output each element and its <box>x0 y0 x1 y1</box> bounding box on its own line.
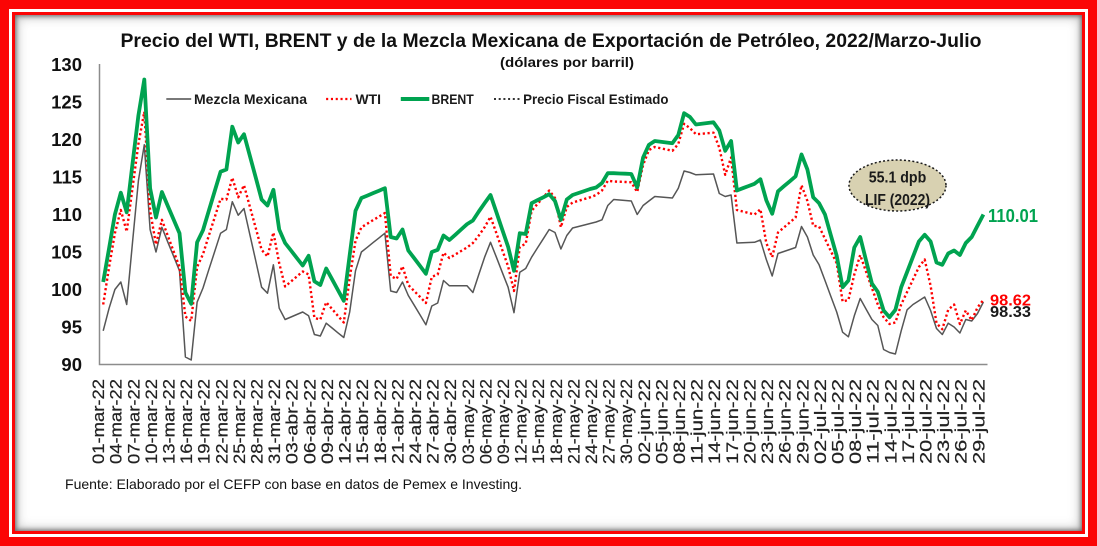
svg-text:02-jun-22: 02-jun-22 <box>636 379 654 464</box>
svg-text:27-may-22: 27-may-22 <box>601 379 619 464</box>
svg-text:Mezcla Mexicana: Mezcla Mexicana <box>194 92 307 107</box>
svg-text:12-abr-22: 12-abr-22 <box>337 379 355 464</box>
svg-text:06-may-22: 06-may-22 <box>477 379 495 464</box>
svg-text:130: 130 <box>51 54 82 75</box>
svg-text:09-may-22: 09-may-22 <box>495 379 513 464</box>
svg-text:23-jul-22: 23-jul-22 <box>935 379 953 464</box>
svg-text:13-mar-22: 13-mar-22 <box>160 379 178 464</box>
svg-text:04-mar-22: 04-mar-22 <box>108 379 126 464</box>
svg-text:100: 100 <box>51 279 82 300</box>
svg-text:11-jun-22: 11-jun-22 <box>689 379 707 464</box>
svg-text:22-mar-22: 22-mar-22 <box>213 379 231 464</box>
svg-text:17-jun-22: 17-jun-22 <box>724 379 742 464</box>
svg-text:21-abr-22: 21-abr-22 <box>389 379 407 464</box>
svg-text:90: 90 <box>61 354 82 375</box>
svg-text:98.62: 98.62 <box>990 293 1031 310</box>
svg-text:17-jul-22: 17-jul-22 <box>900 379 918 464</box>
svg-text:29-jul-22: 29-jul-22 <box>970 379 988 464</box>
svg-text:05-jul-22: 05-jul-22 <box>829 379 847 464</box>
svg-text:28-mar-22: 28-mar-22 <box>248 379 266 464</box>
svg-text:08-jul-22: 08-jul-22 <box>847 379 865 464</box>
svg-text:55.1 dpb: 55.1 dpb <box>869 170 927 187</box>
svg-text:31-mar-22: 31-mar-22 <box>266 379 284 464</box>
svg-text:125: 125 <box>51 92 82 113</box>
svg-text:12-may-22: 12-may-22 <box>513 379 531 464</box>
svg-text:26-jun-22: 26-jun-22 <box>777 379 795 464</box>
svg-text:(dólares por barril): (dólares por barril) <box>500 54 634 70</box>
svg-text:18-abr-22: 18-abr-22 <box>372 379 390 464</box>
svg-text:24-abr-22: 24-abr-22 <box>407 379 425 464</box>
svg-text:01-mar-22: 01-mar-22 <box>90 379 108 464</box>
svg-text:98.33: 98.33 <box>990 304 1031 321</box>
svg-text:Precio del WTI, BRENT y de la: Precio del WTI, BRENT y de la Mezcla Mex… <box>121 30 982 52</box>
svg-text:30-may-22: 30-may-22 <box>618 379 636 464</box>
svg-text:06-abr-22: 06-abr-22 <box>301 379 319 464</box>
svg-text:23-jun-22: 23-jun-22 <box>759 379 777 464</box>
svg-text:Precio Fiscal Estimado: Precio Fiscal Estimado <box>523 92 668 107</box>
svg-text:Fuente: Elaborado por el CEFP: Fuente: Elaborado por el CEFP con base e… <box>65 476 522 492</box>
svg-text:105: 105 <box>51 242 82 263</box>
svg-text:21-may-22: 21-may-22 <box>565 379 583 464</box>
svg-text:08-jun-22: 08-jun-22 <box>671 379 689 464</box>
svg-text:110: 110 <box>52 204 82 225</box>
svg-text:120: 120 <box>51 129 82 150</box>
svg-text:24-may-22: 24-may-22 <box>583 379 601 464</box>
svg-text:26-jul-22: 26-jul-22 <box>953 379 971 464</box>
svg-text:115: 115 <box>52 167 82 188</box>
svg-text:WTI: WTI <box>356 92 382 107</box>
svg-text:03-abr-22: 03-abr-22 <box>284 379 302 464</box>
svg-text:05-jun-22: 05-jun-22 <box>653 379 671 464</box>
svg-text:18-may-22: 18-may-22 <box>548 379 566 464</box>
svg-text:15-abr-22: 15-abr-22 <box>354 379 372 464</box>
svg-text:BRENT: BRENT <box>432 92 475 107</box>
svg-text:20-jul-22: 20-jul-22 <box>917 379 935 464</box>
svg-text:14-jun-22: 14-jun-22 <box>706 379 724 464</box>
svg-text:11-jul-22: 11-jul-22 <box>865 379 883 464</box>
svg-text:16-mar-22: 16-mar-22 <box>178 379 196 464</box>
svg-text:20-jun-22: 20-jun-22 <box>741 379 759 464</box>
svg-text:07-mar-22: 07-mar-22 <box>125 379 143 464</box>
svg-text:10-mar-22: 10-mar-22 <box>143 379 161 464</box>
svg-text:09-abr-22: 09-abr-22 <box>319 379 337 464</box>
svg-text:02-jul-22: 02-jul-22 <box>812 379 830 464</box>
svg-text:30-abr-22: 30-abr-22 <box>442 379 460 464</box>
svg-text:27-abr-22: 27-abr-22 <box>425 379 443 464</box>
svg-text:LIF (2022): LIF (2022) <box>865 192 930 209</box>
svg-text:29-jun-22: 29-jun-22 <box>794 379 812 464</box>
svg-text:03-may-22: 03-may-22 <box>460 379 478 464</box>
svg-text:15-may-22: 15-may-22 <box>530 379 548 464</box>
svg-text:19-mar-22: 19-mar-22 <box>196 379 214 464</box>
svg-text:110.01: 110.01 <box>988 205 1038 226</box>
svg-text:95: 95 <box>61 317 82 338</box>
svg-text:25-mar-22: 25-mar-22 <box>231 379 249 464</box>
svg-text:14-jul-22: 14-jul-22 <box>882 379 900 464</box>
